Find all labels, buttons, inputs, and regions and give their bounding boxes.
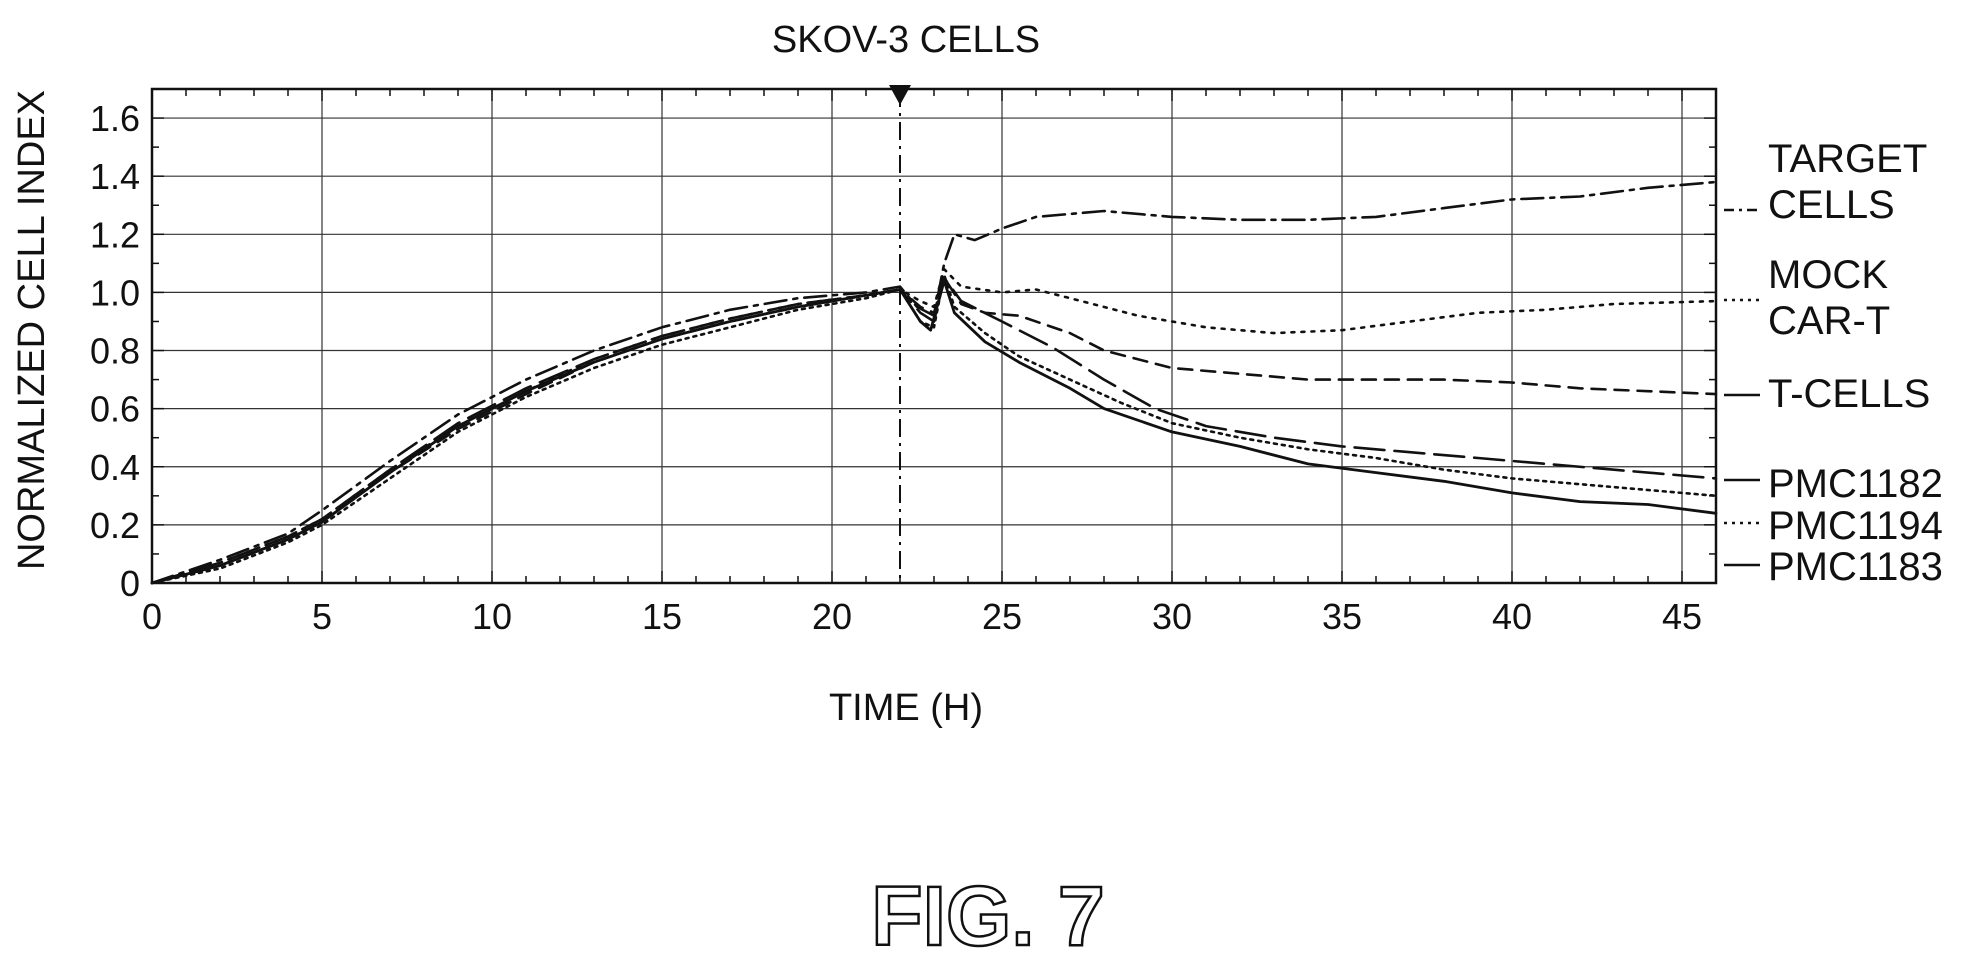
x-tick-label: 45 — [1662, 596, 1702, 637]
y-tick-label: 0.2 — [90, 505, 140, 546]
plot-frame — [150, 87, 1718, 585]
x-tick-label: 15 — [642, 596, 682, 637]
x-tick-label: 35 — [1322, 596, 1362, 637]
figure-label: FIG. 7 — [871, 869, 1104, 961]
legend-label: PMC1194 — [1768, 504, 1943, 548]
legend-label: TARGET — [1768, 137, 1927, 181]
x-tick-label: 30 — [1152, 596, 1192, 637]
y-tick-label: 0.4 — [90, 447, 140, 488]
series-line-target-cells — [150, 180, 1718, 585]
legend-label: T-CELLS — [1768, 372, 1930, 416]
series-line-pmc1183 — [150, 279, 1718, 585]
legend-label: PMC1182 — [1768, 462, 1943, 506]
x-tick-label: 25 — [982, 596, 1022, 637]
x-tick-label: 0 — [142, 596, 162, 637]
x-tick-label: 20 — [812, 596, 852, 637]
y-tick-label: 0.6 — [90, 389, 140, 430]
axis-ticks: 0 5 10 15 20 25 30 35 40 45 0 0.2 0.4 0.6 0.8 1.0 1.2 1.4… — [90, 89, 1716, 637]
series-line-pmc1182 — [150, 276, 1718, 585]
y-tick-label: 0 — [120, 563, 140, 604]
x-axis-title: TIME (H) — [829, 687, 983, 729]
y-axis-title: NORMALIZED CELL INDEX — [11, 90, 53, 570]
x-tick-label: 10 — [472, 596, 512, 637]
legend-label: CELLS — [1768, 183, 1895, 227]
chart-title: SKOV-3 CELLS — [772, 19, 1040, 61]
grid — [152, 89, 1716, 583]
x-tick-label: 40 — [1492, 596, 1532, 637]
series-lines — [150, 180, 1718, 585]
y-tick-label: 1.4 — [90, 156, 140, 197]
y-tick-label: 0.8 — [90, 331, 140, 372]
series-line-t-cells — [150, 276, 1718, 585]
y-tick-label: 1.0 — [90, 272, 140, 313]
legend-label: MOCK — [1768, 253, 1888, 297]
legend-label: PMC1183 — [1768, 545, 1943, 589]
y-tick-label: 1.2 — [90, 214, 140, 255]
x-tick-label: 5 — [312, 596, 332, 637]
legend-label: CAR-T — [1768, 299, 1890, 343]
y-tick-label: 1.6 — [90, 98, 140, 139]
